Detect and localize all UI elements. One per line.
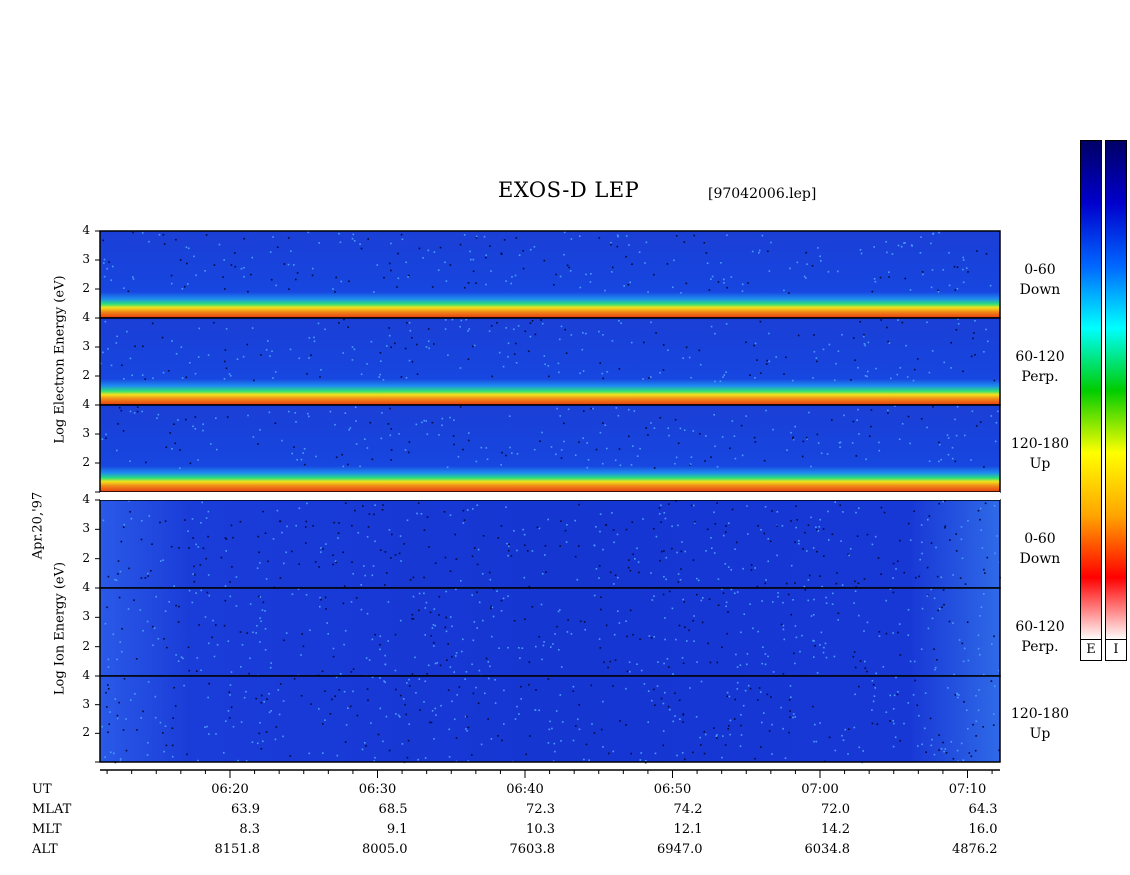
- orbit-cell-alt: 6034.8: [804, 842, 851, 857]
- panel-label-angle: 0-60: [1024, 531, 1056, 547]
- orbit-cell-mlt: 10.3: [526, 822, 555, 837]
- orbit-row-mlt: MLT: [32, 822, 62, 837]
- colorbar-letter-i: I: [1106, 639, 1126, 660]
- y-tick-label: 2: [82, 550, 90, 565]
- electron-colorbar: E: [1080, 140, 1102, 661]
- orbit-cell-mlt: 8.3: [239, 822, 260, 837]
- panel-1-electron: [100, 231, 1000, 318]
- panel-5-ion: [100, 588, 1000, 676]
- orbit-row-ut: UT: [32, 782, 52, 797]
- y-tick-label: 3: [82, 521, 90, 536]
- panel-label-4: 0-60 Down: [1005, 529, 1075, 569]
- panel-label-direction: Up: [1029, 726, 1051, 742]
- ion-colorbar: I: [1105, 140, 1127, 661]
- orbit-cell-ut: 06:40: [506, 782, 544, 797]
- orbit-cell-mlt: 9.1: [386, 822, 408, 837]
- y-tick-label: 3: [82, 426, 90, 440]
- panel-label-1: 0-60 Down: [1005, 260, 1075, 300]
- y-tick-label: 2: [82, 455, 90, 469]
- cb-e-gradient: [1081, 141, 1101, 640]
- y-tick-label: 4: [82, 223, 90, 237]
- y-tick-label: 4: [82, 580, 90, 594]
- panel-label-direction: Perp.: [1021, 639, 1059, 655]
- panel-label-angle: 0-60: [1024, 261, 1056, 278]
- y-tick-label: 2: [82, 638, 90, 653]
- y-tick-label: 2: [82, 281, 90, 295]
- orbit-cell-alt: 6947.0: [657, 842, 703, 857]
- colorbar-letter-e: E: [1081, 639, 1101, 660]
- panel-label-angle: 120-180: [1010, 435, 1070, 452]
- orbit-cell-mlt: 12.1: [673, 822, 703, 837]
- orbit-cell-mlt: 16.0: [968, 822, 998, 837]
- cb-i-gradient: [1106, 141, 1126, 640]
- panel-label-direction: Up: [1029, 455, 1051, 472]
- y-tick-label: 3: [82, 252, 90, 266]
- orbit-cell-ut: 07:10: [948, 782, 987, 797]
- y-tick-label: 3: [82, 696, 90, 711]
- orbit-cell-mlat: 68.5: [378, 802, 408, 817]
- orbit-row-alt: ALT: [32, 842, 58, 857]
- ion-y-label: Log Ion Energy (eV): [52, 561, 68, 696]
- panel-label-direction: Perp.: [1021, 368, 1059, 385]
- panel-6-ion: [100, 676, 1000, 762]
- y-tick-label: 4: [82, 668, 90, 682]
- panel-label-2: 60-120 Perp.: [1005, 347, 1075, 387]
- panel-label-6: 120-180 Up: [1005, 704, 1075, 744]
- panel-3-electron: [100, 405, 1000, 492]
- orbit-cell-mlat: 63.9: [231, 802, 260, 817]
- panel-6-noise: [101, 676, 1000, 764]
- date-label: Apr.20,'97: [30, 491, 46, 560]
- orbit-cell-ut: 06:50: [653, 782, 692, 797]
- y-tick-label: 4: [82, 492, 90, 506]
- orbit-row-mlat: MLAT: [32, 802, 72, 817]
- file-name: [97042006.lep]: [708, 186, 817, 202]
- panel-label-5: 60-120 Perp.: [1005, 617, 1075, 657]
- orbit-cell-alt: 7603.8: [509, 842, 556, 857]
- orbit-cell-mlt: 14.2: [821, 822, 850, 837]
- y-tick-label: 4: [82, 310, 90, 324]
- y-tick-label: 4: [82, 397, 90, 411]
- panel-label-angle: 120-180: [1010, 706, 1070, 722]
- orbit-cell-alt: 8151.8: [214, 842, 261, 857]
- chart-title: EXOS-D LEP: [498, 178, 640, 202]
- orbit-cell-ut: 06:30: [358, 782, 397, 797]
- panel-4-ion: [100, 500, 1000, 588]
- orbit-cell-alt: 4876.2: [952, 842, 998, 857]
- panel-5-noise: [104, 588, 1000, 678]
- orbit-cell-mlat: 72.0: [821, 802, 850, 817]
- electron-y-label: Log Electron Energy (eV): [52, 275, 68, 444]
- y-tick-label: 3: [82, 339, 90, 353]
- orbit-cell-mlat: 64.3: [968, 802, 998, 817]
- orbit-cell-ut: 07:00: [801, 782, 839, 797]
- panel-1-noise: [102, 231, 992, 294]
- panel-label-direction: Down: [1019, 551, 1061, 567]
- panel-2-electron: [100, 318, 1000, 405]
- orbit-cell-ut: 06:20: [211, 782, 249, 797]
- orbit-cell-mlat: 74.2: [673, 802, 703, 817]
- panel-label-3: 120-180 Up: [1005, 434, 1075, 474]
- y-tick-label: 2: [82, 725, 90, 740]
- panel-label-angle: 60-120: [1015, 348, 1065, 365]
- panel-3-noise: [101, 405, 999, 469]
- panel-label-direction: Down: [1019, 281, 1061, 298]
- panel-label-angle: 60-120: [1015, 619, 1065, 635]
- orbit-cell-alt: 8005.0: [362, 842, 408, 857]
- y-tick-label: 3: [82, 609, 90, 624]
- y-tick-label: 2: [82, 368, 90, 382]
- panel-2-noise: [100, 318, 996, 383]
- orbit-cell-mlat: 72.3: [526, 802, 555, 817]
